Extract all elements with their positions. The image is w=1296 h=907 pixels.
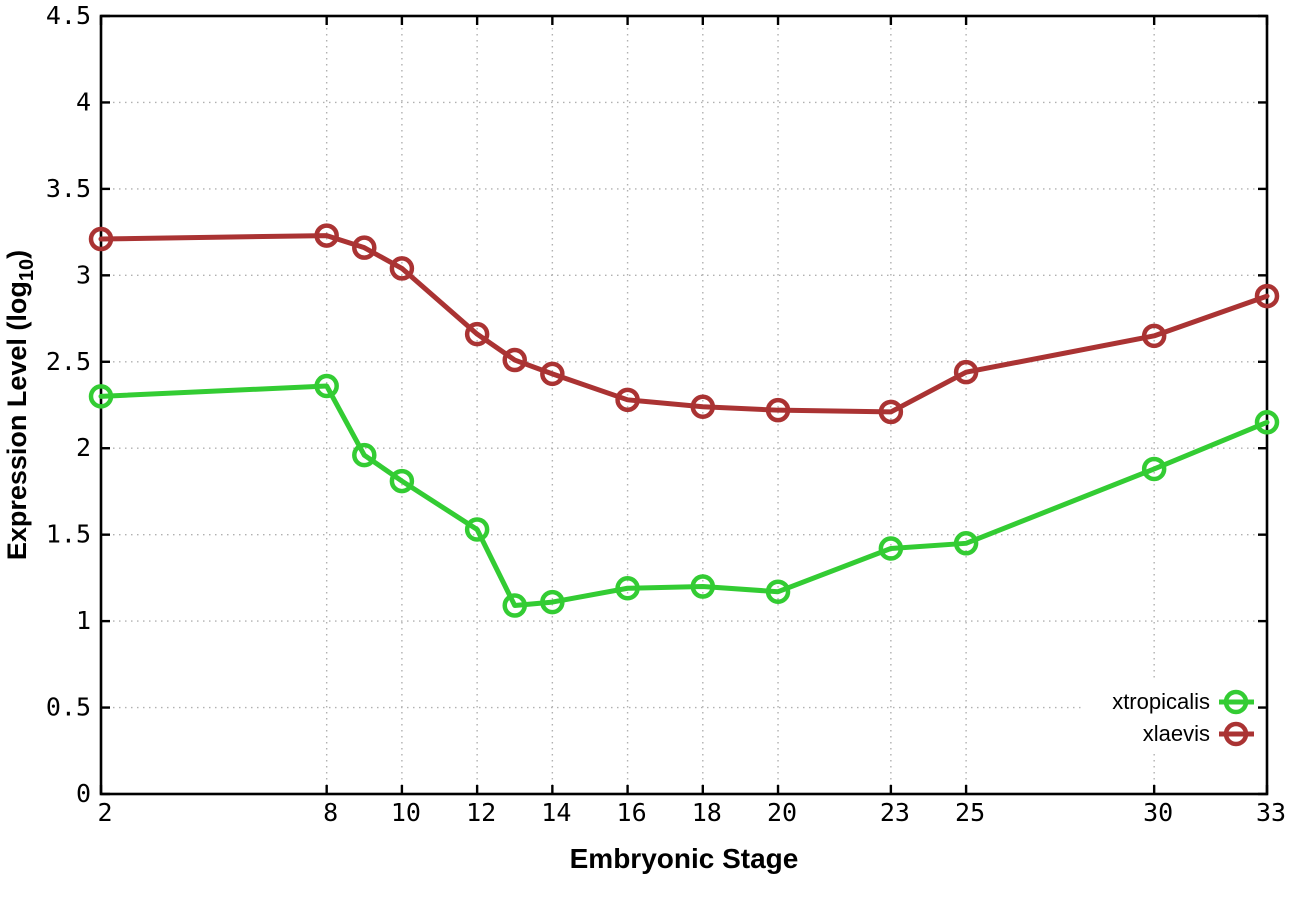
- x-tick-label: 23: [880, 798, 910, 827]
- data-point-marker: [690, 574, 716, 599]
- y-tick-label: 3: [76, 260, 91, 289]
- x-tick-label: 10: [391, 798, 421, 827]
- x-tick-label: 12: [466, 798, 496, 827]
- x-tick-labels: 2 8 10 12 14 16 18 20 23 25 30 33: [97, 798, 1286, 827]
- data-point-marker: [878, 399, 904, 425]
- data-point-marker: [540, 361, 565, 387]
- data-point-marker: [502, 593, 527, 618]
- x-tick-label: 30: [1143, 798, 1173, 827]
- data-point-marker: [1141, 323, 1167, 349]
- legend-marker-xlaevis: [1223, 721, 1249, 747]
- legend-item-xtropicalis: xtropicalis: [1112, 689, 1254, 715]
- data-point-marker: [314, 223, 339, 248]
- data-point-marker: [389, 256, 415, 281]
- y-tick-label: 2: [76, 433, 91, 462]
- x-tick-label: 18: [692, 798, 722, 827]
- x-tick-label: 20: [767, 798, 797, 827]
- data-point-marker: [352, 235, 377, 260]
- data-point-marker: [540, 589, 565, 615]
- y-tick-label: 2.5: [46, 347, 91, 376]
- legend-clear-area: [1085, 678, 1261, 752]
- x-axis-label: Embryonic Stage: [570, 843, 799, 874]
- x-tick-label: 8: [323, 798, 338, 827]
- axis-ticks: [99, 14, 1269, 796]
- data-point-marker: [1254, 410, 1280, 435]
- series-line-xtropicalis: [98, 383, 1270, 609]
- series-markers-xtropicalis: [88, 373, 1280, 618]
- x-tick-label: 2: [97, 798, 112, 827]
- data-point-marker: [88, 226, 114, 252]
- data-point-marker: [464, 517, 490, 542]
- legend: xtropicalis xlaevis: [1112, 689, 1254, 747]
- y-tick-label: 3.5: [46, 174, 91, 203]
- y-tick-label: 4: [76, 87, 91, 116]
- data-point-marker: [464, 321, 490, 347]
- x-tick-label: 25: [955, 798, 985, 827]
- data-point-marker: [953, 359, 979, 385]
- series-line-xlaevis: [98, 233, 1270, 415]
- y-tick-label: 0.5: [46, 693, 91, 722]
- gridlines: [101, 16, 1267, 794]
- data-point-marker: [765, 579, 791, 604]
- legend-label-xlaevis: xlaevis: [1143, 721, 1210, 746]
- x-tick-label: 14: [541, 798, 571, 827]
- data-point-marker: [314, 373, 339, 399]
- y-axis-label: Expression Level (log10): [2, 250, 38, 560]
- data-point-marker: [389, 468, 415, 494]
- y-tick-label: 1: [76, 606, 91, 635]
- data-point-marker: [615, 576, 640, 601]
- data-point-marker: [88, 384, 114, 409]
- series-xtropicalis: [88, 373, 1280, 618]
- x-tick-label: 16: [617, 798, 647, 827]
- legend-label-xtropicalis: xtropicalis: [1112, 689, 1210, 714]
- legend-item-xlaevis: xlaevis: [1143, 721, 1254, 747]
- series-markers-xlaevis: [88, 223, 1280, 425]
- data-point-marker: [1254, 283, 1280, 309]
- data-point-marker: [1141, 456, 1167, 482]
- y-tick-label: 4.5: [46, 1, 91, 30]
- series-xlaevis: [88, 223, 1280, 425]
- data-point-marker: [953, 531, 979, 556]
- y-tick-label: 0: [76, 779, 91, 808]
- data-point-marker: [615, 387, 640, 413]
- y-tick-labels: 0 0.5 1 1.5 2 2.5 3 3.5 4 4.5: [46, 1, 91, 808]
- y-tick-label: 1.5: [46, 520, 91, 549]
- data-point-marker: [352, 442, 377, 468]
- legend-marker-xtropicalis: [1223, 689, 1249, 715]
- data-point-marker: [502, 347, 527, 373]
- x-tick-label: 33: [1256, 798, 1286, 827]
- data-point-marker: [878, 536, 904, 561]
- data-point-marker: [690, 394, 716, 419]
- data-point-marker: [765, 397, 791, 423]
